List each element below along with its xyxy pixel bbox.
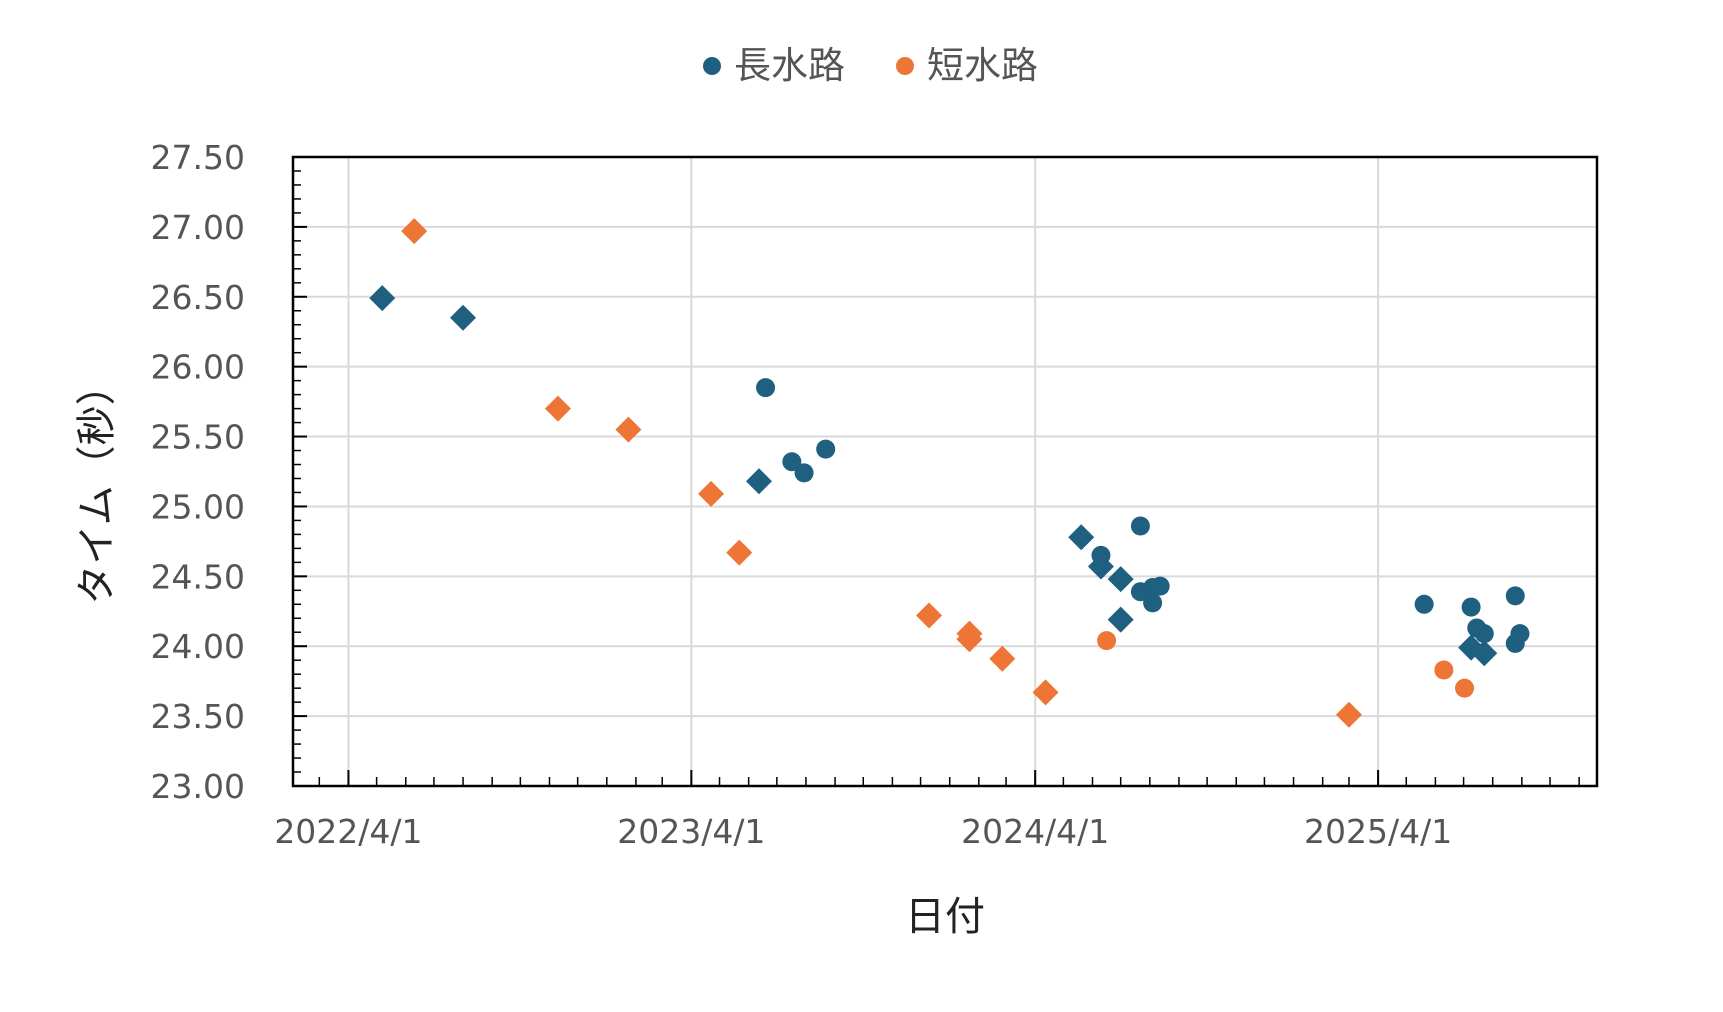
data-point-circle [1414,594,1434,614]
data-point-circle [782,452,802,472]
data-point-diamond [1107,606,1134,633]
legend-label: 短水路 [927,44,1038,87]
data-point-circle [794,463,814,483]
data-point-circle [1461,597,1481,617]
y-axis-title: タイム（秒） [74,365,120,604]
data-point-diamond [544,395,571,422]
x-tick-label: 2022/4/1 [274,812,422,851]
data-point-diamond [698,480,725,507]
data-point-diamond [989,645,1016,672]
legend-marker [703,57,721,75]
data-point-circle [1097,631,1117,651]
y-tick-label: 24.00 [151,627,245,666]
legend: 長水路 短水路 [703,44,1038,87]
y-tick-label: 27.00 [151,208,245,247]
x-tick-label: 2025/4/1 [1304,812,1452,851]
data-point-circle [1150,576,1170,596]
data-point-diamond [1335,701,1362,728]
x-axis-title: 日付 [905,894,985,940]
data-point-diamond [369,285,396,312]
data-point-diamond [745,468,772,495]
data-point-circle [816,439,836,459]
data-point-circle [1505,586,1525,606]
y-tick-label: 27.50 [151,138,245,177]
y-tick-label: 26.50 [151,278,245,317]
grid-lines [293,157,1597,786]
data-point-diamond [1471,640,1498,667]
axes: 23.00 23.50 24.00 24.50 25.00 25.50 26.00 26.50… [151,138,1599,851]
data-point-circle [1474,624,1494,644]
data-point-circle [756,378,776,398]
data-points [369,218,1530,728]
y-tick-label: 23.50 [151,697,245,736]
data-point-diamond [1107,566,1134,593]
data-point-diamond [1068,524,1095,551]
legend-label: 長水路 [734,44,845,87]
data-point-diamond [450,304,477,331]
data-point-diamond [956,626,983,653]
data-point-diamond [916,602,943,629]
data-point-diamond [726,539,753,566]
y-tick-label: 23.00 [151,767,245,806]
data-point-circle [1130,516,1150,536]
legend-marker [896,57,914,75]
y-tick-label: 25.50 [151,418,245,457]
data-point-circle [1143,593,1163,613]
data-point-circle [1434,660,1454,680]
data-point-diamond [401,218,428,245]
y-tick-label: 25.00 [151,487,245,526]
plot-border [291,155,1599,788]
data-point-diamond [1087,553,1114,580]
data-point-diamond [1032,679,1059,706]
data-point-circle [1455,678,1475,698]
data-point-diamond [615,416,642,443]
y-tick-label: 26.00 [151,348,245,387]
x-tick-label: 2023/4/1 [617,812,765,851]
data-point-circle [1510,624,1530,644]
x-tick-label: 2024/4/1 [961,812,1109,851]
y-tick-label: 24.50 [151,557,245,596]
